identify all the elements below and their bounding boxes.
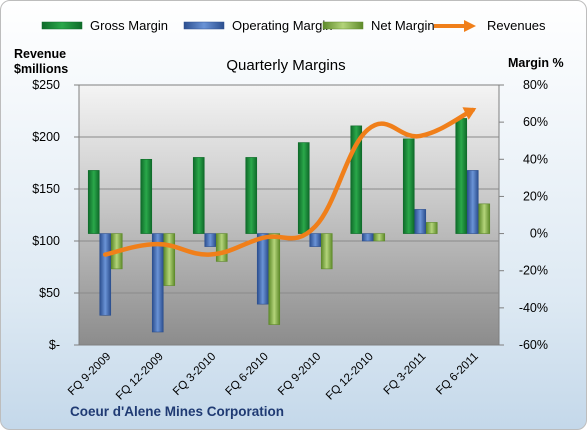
legend-swatch-operating-margin bbox=[183, 21, 225, 30]
revenues-line-arrowhead bbox=[462, 107, 477, 120]
bar-gross-margin-fq-6-2010 bbox=[245, 157, 258, 234]
bar-gross-margin-fq-3-2010 bbox=[192, 157, 205, 234]
left-axis-title-line2: $millions bbox=[14, 62, 68, 76]
bar-gross-margin-fq-12-2010 bbox=[350, 125, 363, 234]
x-tick-label: FQ 6-2011 bbox=[434, 351, 481, 398]
right-axis-title: Margin % bbox=[508, 56, 564, 70]
bar-operating-margin-fq-3-2010 bbox=[204, 233, 217, 247]
legend-label-gross-margin: Gross Margin bbox=[90, 18, 168, 33]
left-tick-label: $100 bbox=[32, 234, 60, 248]
x-tick-label: FQ 3-2011 bbox=[382, 351, 429, 398]
x-axis-ticks: FQ 9-2009 FQ 12-2009 FQ 3-2010 FQ 6-2010 FQ … bbox=[66, 351, 481, 403]
right-tick-label: 0% bbox=[530, 227, 548, 241]
bar-operating-margin-fq-9-2010 bbox=[309, 233, 322, 247]
legend-label-revenues: Revenues bbox=[487, 18, 546, 33]
x-tick-label: FQ 3-2010 bbox=[171, 351, 218, 398]
x-tick-label: FQ 9-2010 bbox=[276, 351, 323, 398]
bar-net-margin-fq-12-2010 bbox=[373, 233, 386, 242]
bar-net-margin-fq-3-2011 bbox=[425, 222, 438, 234]
right-tick-label: -40% bbox=[519, 301, 548, 315]
right-axis-ticks: -60% -40% -20% 0% 20% 40% 60% 80% bbox=[499, 78, 548, 352]
bar-gross-margin-fq-9-2010 bbox=[297, 142, 310, 234]
chart-title: Quarterly Margins bbox=[226, 57, 345, 74]
x-tick-label: FQ 12-2010 bbox=[324, 351, 376, 403]
x-tick-label: FQ 12-2009 bbox=[114, 351, 166, 403]
legend-swatch-gross-margin bbox=[41, 21, 83, 30]
bar-net-margin-fq-6-2010 bbox=[268, 233, 281, 325]
line-series bbox=[103, 107, 477, 257]
revenues-line bbox=[103, 107, 475, 257]
bar-series bbox=[87, 118, 491, 333]
bar-operating-margin-fq-9-2009 bbox=[99, 233, 112, 316]
legend-arrow-revenues bbox=[464, 20, 476, 32]
left-tick-label: $- bbox=[49, 338, 60, 352]
right-tick-label: 60% bbox=[523, 115, 548, 129]
bar-net-margin-fq-3-2010 bbox=[215, 233, 228, 262]
legend-swatch-net-margin bbox=[322, 21, 364, 30]
left-axis-title-line1: Revenue bbox=[14, 47, 66, 61]
left-axis-ticks: $- $50 $100 $150 $200 $250 bbox=[32, 78, 79, 352]
bar-net-margin-fq-6-2011 bbox=[478, 203, 491, 234]
bar-operating-margin-fq-6-2010 bbox=[256, 233, 269, 305]
company-name: Coeur d'Alene Mines Corporation bbox=[70, 404, 284, 419]
left-tick-label: $150 bbox=[32, 182, 60, 196]
left-tick-label: $50 bbox=[39, 286, 60, 300]
bar-gross-margin-fq-3-2011 bbox=[402, 138, 415, 234]
bar-operating-margin-fq-12-2009 bbox=[151, 233, 164, 333]
bar-gross-margin-fq-9-2009 bbox=[87, 170, 100, 234]
x-tick-label: FQ 9-2009 bbox=[66, 351, 113, 398]
right-tick-label: -60% bbox=[519, 338, 548, 352]
bar-gross-margin-fq-6-2011 bbox=[455, 118, 468, 234]
right-tick-label: 40% bbox=[523, 152, 548, 166]
bar-net-margin-fq-12-2009 bbox=[163, 233, 176, 286]
legend-label-operating-margin: Operating Margin bbox=[232, 18, 332, 33]
right-tick-label: 80% bbox=[523, 78, 548, 92]
bar-operating-margin-fq-3-2011 bbox=[414, 209, 427, 234]
legend-label-net-margin: Net Margin bbox=[371, 18, 435, 33]
right-tick-label: -20% bbox=[519, 264, 548, 278]
bar-gross-margin-fq-12-2009 bbox=[140, 158, 153, 234]
right-tick-label: 20% bbox=[523, 189, 548, 203]
left-tick-label: $250 bbox=[32, 78, 60, 92]
bar-operating-margin-fq-6-2011 bbox=[466, 170, 479, 234]
x-tick-label: FQ 6-2010 bbox=[224, 351, 271, 398]
left-tick-label: $200 bbox=[32, 130, 60, 144]
bar-net-margin-fq-9-2010 bbox=[320, 233, 333, 270]
bar-operating-margin-fq-12-2010 bbox=[361, 233, 374, 242]
legend: Gross Margin Operating Margin Net Margin… bbox=[41, 18, 546, 33]
